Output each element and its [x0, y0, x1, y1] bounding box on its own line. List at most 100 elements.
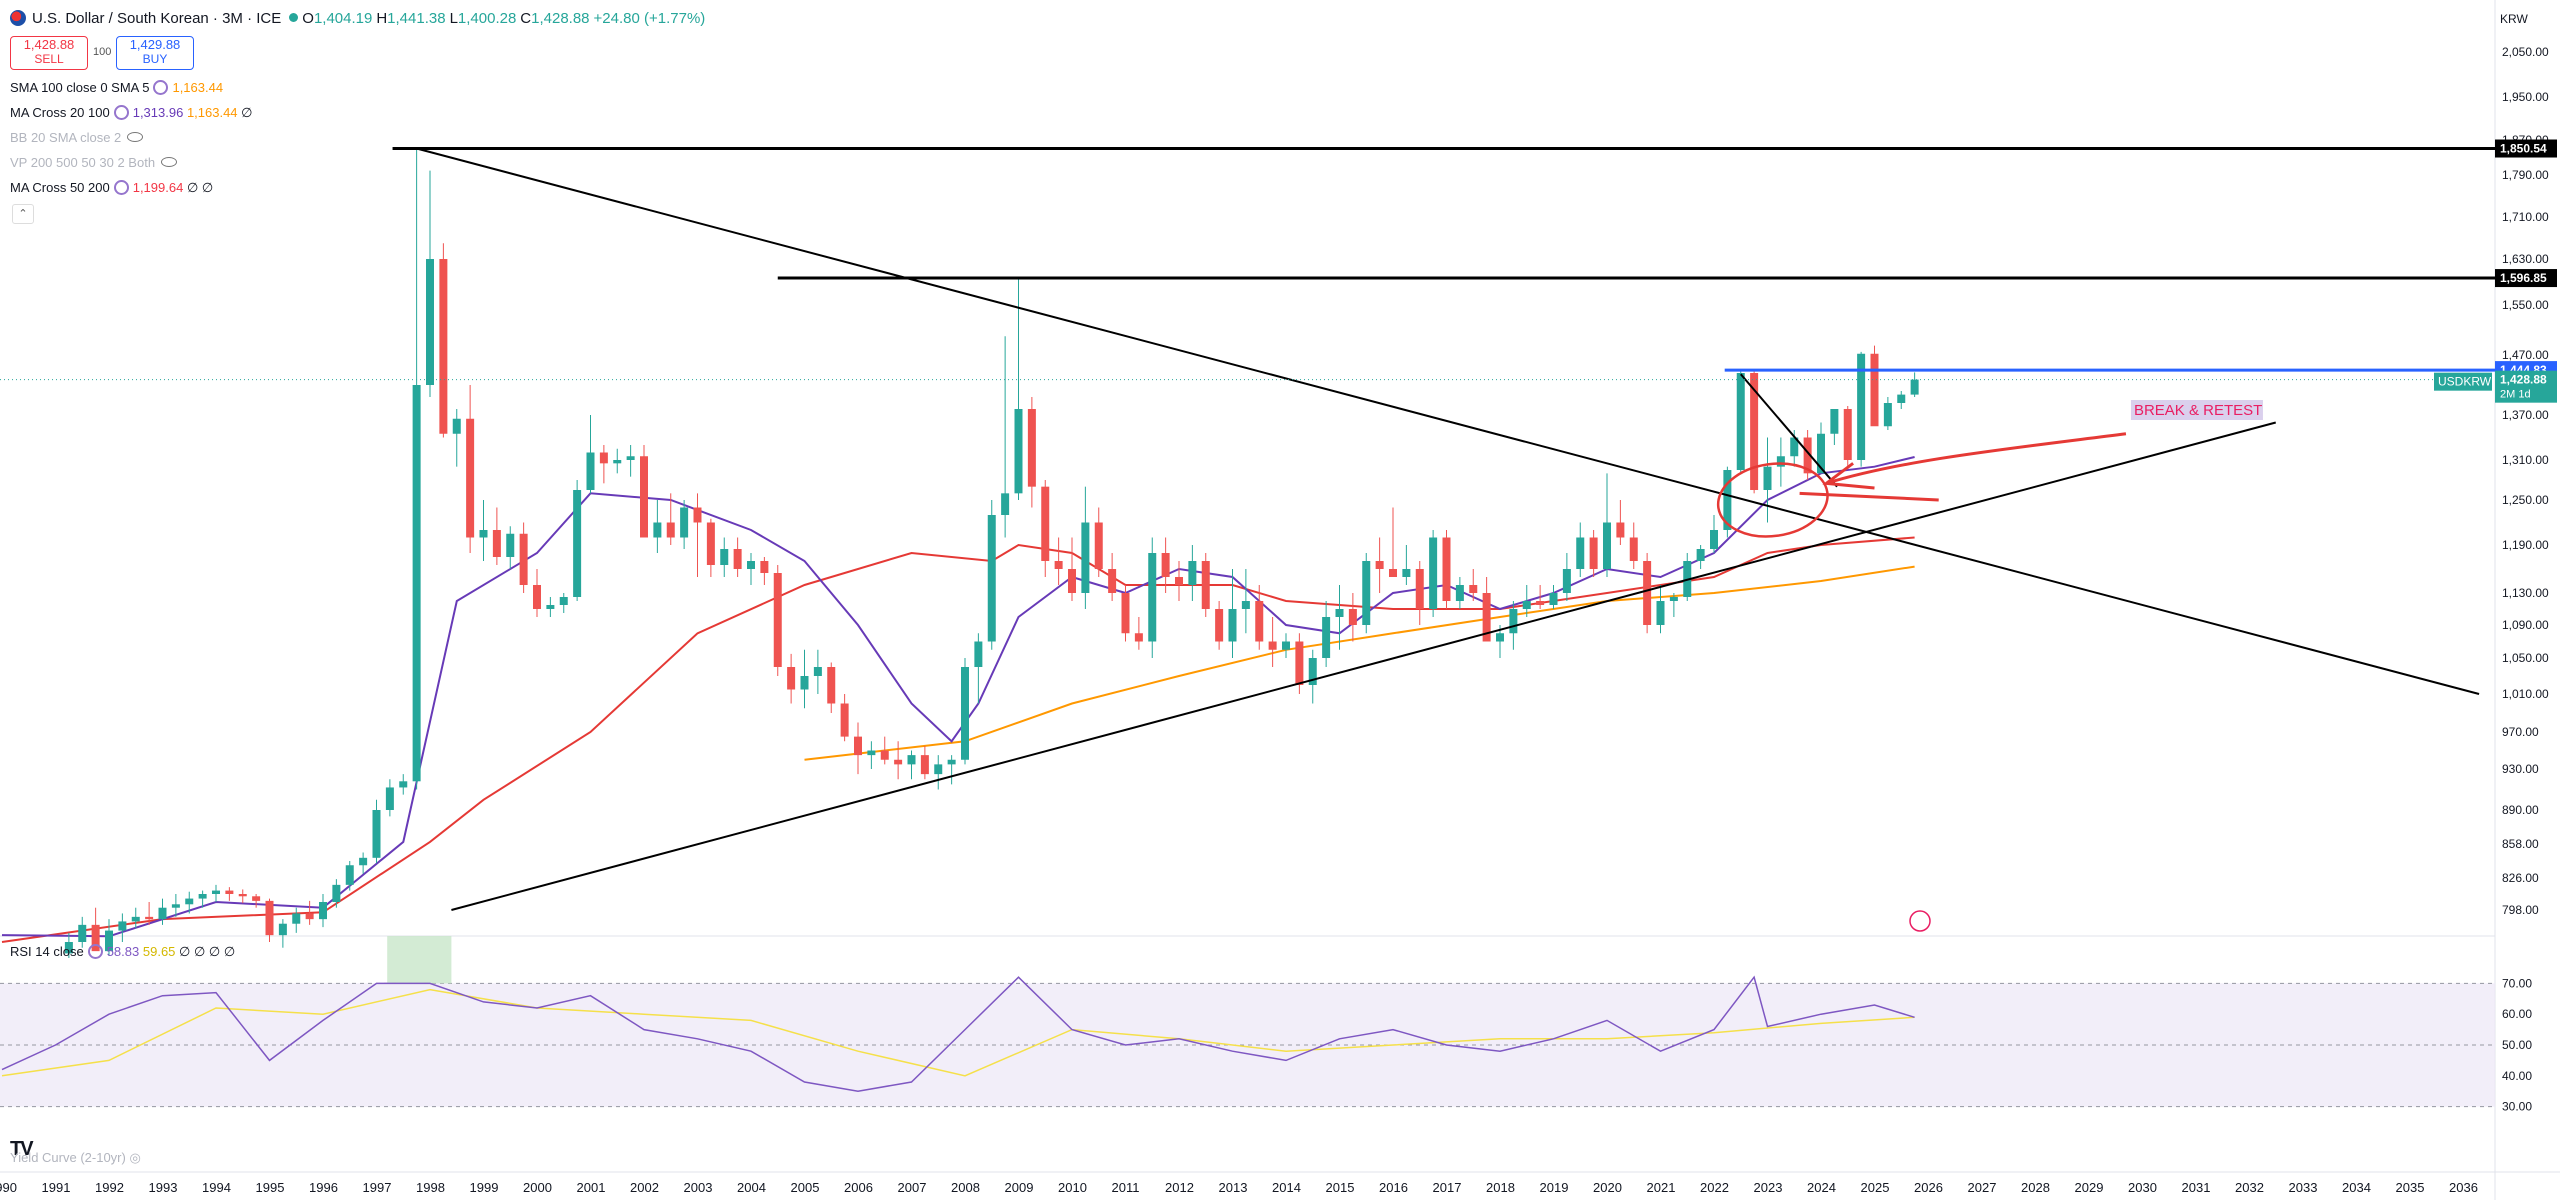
hidden-eye-icon[interactable]: [161, 157, 178, 167]
candle-body: [292, 913, 301, 924]
buy-button[interactable]: 1,429.88 BUY: [116, 36, 194, 70]
settings-icon[interactable]: [87, 944, 103, 959]
year-tick-label: 2016: [1379, 1180, 1408, 1195]
candle-body: [1776, 456, 1785, 467]
symbol-tag-bg: [2434, 372, 2492, 391]
annotation-bg: [2130, 400, 2263, 420]
candle-body: [599, 452, 608, 464]
indicator-value: 1,313.96: [132, 105, 187, 120]
rsi-tick-label: 50.00: [2502, 1038, 2532, 1052]
candle-body: [920, 755, 929, 775]
candle-body: [573, 490, 582, 597]
rsi-overbought-fill: [387, 936, 452, 984]
candle-body: [359, 857, 368, 866]
candle-body: [1322, 617, 1331, 658]
year-tick-label: 2028: [2021, 1180, 2050, 1195]
candle-body: [238, 894, 247, 897]
year-tick-label: 1991: [42, 1180, 71, 1195]
indicator-row[interactable]: BB 20 SMA close 2: [10, 130, 144, 145]
level-label-1596-bg: [2495, 269, 2557, 288]
sell-button[interactable]: 1,428.88 SELL: [10, 36, 88, 70]
year-tick-label: 1990: [0, 1180, 17, 1195]
candle-body: [1803, 437, 1812, 474]
candle-body: [974, 641, 983, 667]
indicator-row[interactable]: VP 200 500 50 30 2 Both: [10, 155, 178, 170]
symbol-title[interactable]: U.S. Dollar / South Korean · 3M · ICE: [32, 10, 282, 27]
candle-body: [1442, 537, 1451, 601]
candle-body: [1482, 593, 1491, 642]
candle-body: [492, 530, 501, 557]
year-tick-label: 1994: [202, 1180, 231, 1195]
collapse-legend-button[interactable]: ⌃: [12, 204, 34, 224]
year-tick-label: 2011: [1112, 1180, 1140, 1195]
year-tick-label: 2018: [1486, 1180, 1515, 1195]
candle-body: [666, 522, 675, 538]
flag-icon: [10, 10, 26, 26]
year-tick-label: 2036: [2449, 1180, 2478, 1195]
price-tick-label: 826.00: [2502, 871, 2539, 885]
candle-body: [426, 259, 434, 385]
year-tick-label: 2033: [2289, 1180, 2318, 1195]
rsi-legend[interactable]: RSI 14 close 58.83 59.65 ∅ ∅ ∅ ∅: [10, 944, 236, 959]
indicator-row[interactable]: MA Cross 20 100 1,313.96 1,163.44 ∅: [10, 105, 253, 120]
price-tick-label: 858.00: [2502, 837, 2539, 851]
rsi-tick-label: 30.00: [2502, 1100, 2532, 1114]
price-tick-label: 1,370.00: [2502, 408, 2549, 422]
candle-body: [747, 561, 755, 569]
candle-body: [479, 530, 488, 538]
candle-body: [305, 913, 314, 920]
spread-value: 100: [93, 46, 112, 58]
settings-icon[interactable]: [113, 105, 129, 120]
indicator-value: 1,163.44: [186, 105, 242, 120]
price-tick-label: 2,050.00: [2502, 45, 2549, 59]
candle-body: [1134, 633, 1143, 642]
candle-body: [1068, 569, 1076, 593]
candle-body: [1870, 353, 1879, 427]
candle-body: [1014, 409, 1023, 494]
candle-body: [1656, 601, 1665, 625]
hidden-eye-icon[interactable]: [127, 132, 144, 142]
price-tick-label: 1,710.00: [2502, 210, 2549, 224]
candle-body: [1562, 569, 1571, 593]
year-tick-label: 2014: [1272, 1180, 1301, 1195]
candle-body: [1469, 585, 1478, 593]
candle-body: [1549, 593, 1558, 605]
candle-body: [1348, 609, 1357, 625]
year-tick-label: 2009: [1005, 1180, 1034, 1195]
level-label-1850: 1,850.54: [2500, 142, 2547, 156]
indicator-value: 1,199.64: [132, 180, 187, 195]
candle-body: [706, 522, 715, 565]
price-tick-label: 1,130.00: [2502, 586, 2549, 600]
trend-line: [1739, 373, 1838, 488]
indicator-row[interactable]: SMA 100 close 0 SMA 5 1,163.44: [10, 80, 224, 95]
candle-body: [1175, 577, 1183, 585]
settings-icon[interactable]: [113, 180, 129, 195]
year-tick-label: 2002: [630, 1180, 659, 1195]
year-tick-label: 2017: [1433, 1180, 1462, 1195]
year-tick-label: 1997: [363, 1180, 392, 1195]
candle-body: [1121, 593, 1130, 634]
candle-body: [1335, 609, 1344, 617]
candle-body: [880, 750, 889, 760]
candle-body: [105, 930, 113, 952]
price-tick-label: 930.00: [2502, 762, 2539, 776]
year-tick-label: 1993: [149, 1180, 178, 1195]
settings-icon[interactable]: [153, 80, 169, 95]
last-price-label: 1,428.88: [2500, 373, 2547, 387]
candle-body: [693, 507, 702, 523]
last-price-bg: [2495, 370, 2557, 403]
rsi-tick-label: 70.00: [2502, 976, 2532, 990]
candle-body: [1455, 585, 1464, 601]
break-retest-label: BREAK & RETEST: [2134, 402, 2262, 419]
indicator-row[interactable]: MA Cross 50 200 1,199.64 ∅ ∅: [10, 180, 214, 195]
candle-body: [1790, 437, 1799, 457]
candle-body: [1041, 486, 1050, 561]
candle-body: [1054, 561, 1063, 569]
candle-body: [1710, 530, 1718, 549]
year-tick-label: 2030: [2128, 1180, 2157, 1195]
candle-body: [158, 907, 167, 920]
yield-curve-legend[interactable]: Yield Curve (2-10yr) ◎: [10, 1150, 141, 1165]
candle-body: [131, 916, 140, 922]
candle-body: [519, 533, 528, 585]
